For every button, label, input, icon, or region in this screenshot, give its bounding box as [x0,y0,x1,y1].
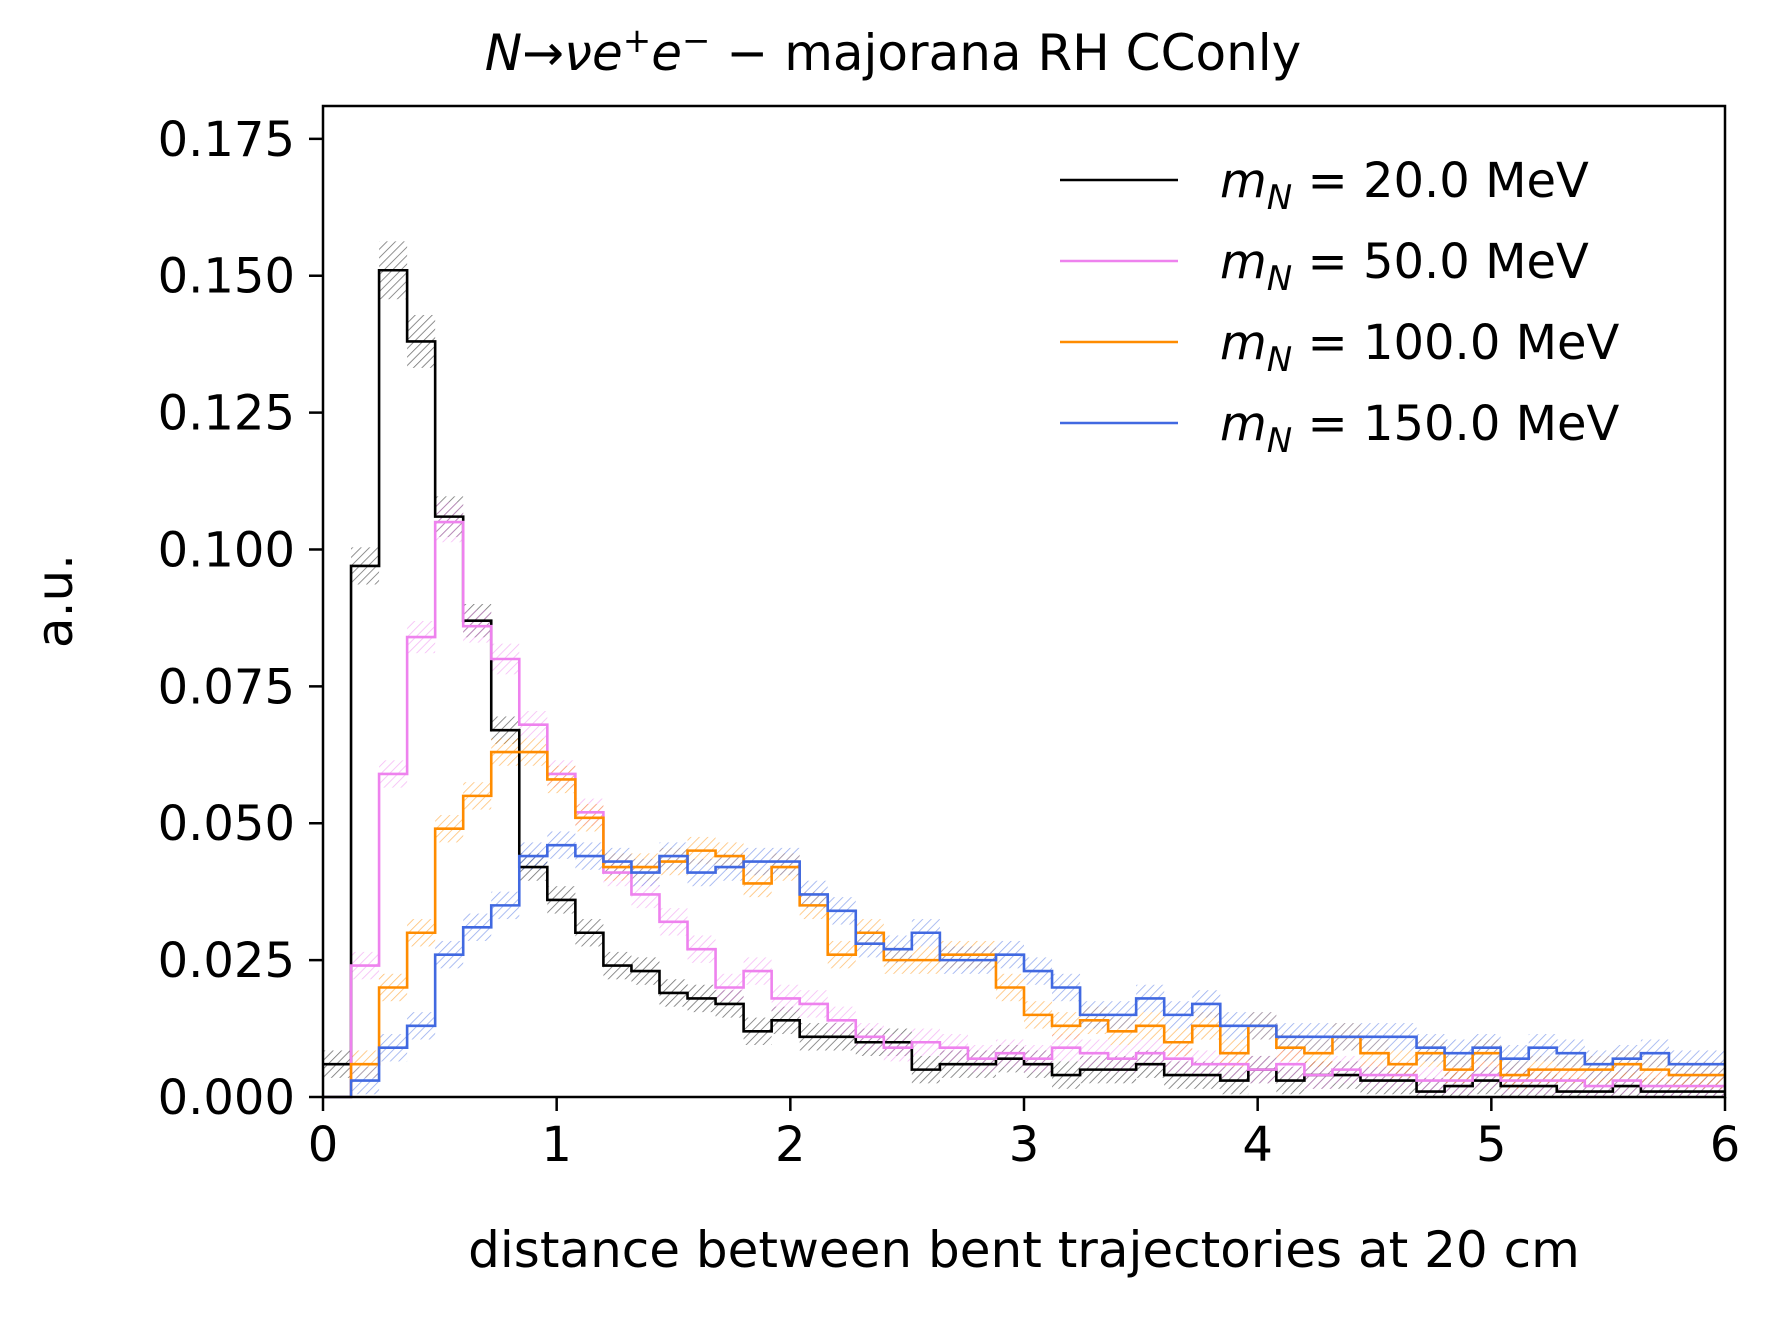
y-tick-label: 0.000 [158,1070,295,1126]
title-n: N [485,24,522,82]
title-e2: e [651,24,682,82]
title-minus: − [682,21,711,61]
series-1-step-line [323,268,1725,1093]
x-tick-label: 2 [775,1117,806,1173]
y-tick-label: 0.175 [158,112,295,168]
y-tick-label: 0.125 [158,386,295,442]
y-tick-label: 0.050 [158,796,295,852]
series-2-step-line [323,520,1725,1099]
legend-label: mN = 20.0 MeV [1220,153,1589,218]
legend-item-4: mN = 150.0 MeV [1060,396,1620,461]
series-4-step-line [323,843,1725,1099]
series-3-step-line [323,750,1725,1099]
legend-label: mN = 150.0 MeV [1220,396,1620,461]
y-axis-ticks: 0.000 0.025 0.050 0.075 0.100 0.125 0.150 0.175 [158,112,323,1126]
legend: mN = 20.0 MeV mN = 50.0 MeV mN = 100.0 MeV… [1060,153,1620,461]
chart-title: N→νe+e− − majorana RH CConly [485,21,1302,82]
y-tick-label: 0.150 [158,249,295,305]
y-axis-title: a.u. [26,554,84,648]
title-e: e [592,24,623,82]
title-arrow: → [522,24,564,82]
x-tick-label: 0 [308,1117,339,1173]
x-tick-label: 4 [1242,1117,1273,1173]
x-tick-label: 1 [541,1117,572,1173]
x-axis-ticks: 0 1 2 3 4 5 6 [308,1097,1741,1173]
series-lines [323,268,1725,1099]
y-tick-label: 0.075 [158,659,295,715]
x-tick-label: 5 [1476,1117,1507,1173]
title-rest: − majorana RH CConly [711,24,1302,82]
legend-label: mN = 50.0 MeV [1220,234,1589,299]
y-tick-label: 0.100 [158,522,295,578]
x-tick-label: 6 [1710,1117,1741,1173]
x-axis-title: distance between bent trajectories at 20… [468,1221,1580,1279]
title-plus: + [623,21,652,61]
legend-label: mN = 100.0 MeV [1220,315,1620,380]
legend-item-3: mN = 100.0 MeV [1060,315,1620,380]
y-tick-label: 0.025 [158,933,295,989]
legend-item-2: mN = 50.0 MeV [1060,234,1589,299]
title-nu: ν [564,24,592,82]
series-3-hatch [351,738,1725,1089]
x-tick-label: 3 [1009,1117,1040,1173]
legend-item-1: mN = 20.0 MeV [1060,153,1589,218]
